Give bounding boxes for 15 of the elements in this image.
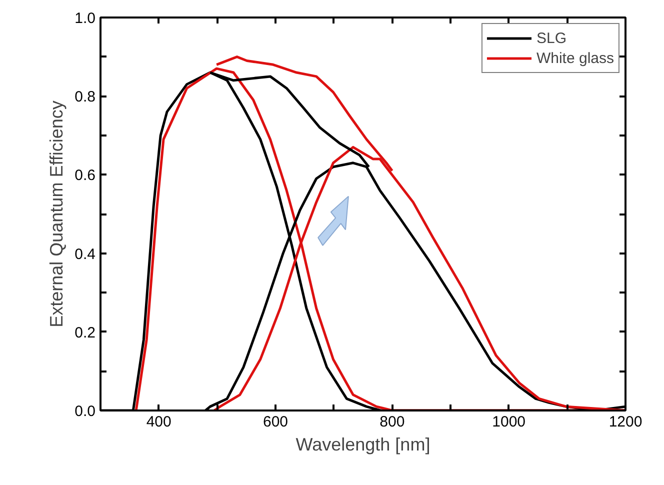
text: 1.0 [74, 10, 96, 27]
y-axis-title: External Quantum Efficiency [46, 100, 67, 328]
text: 0.0 [74, 403, 96, 420]
legend-label: White glass [536, 50, 614, 66]
legend-label: SLG [536, 30, 566, 46]
y-tick-label: 0.2 [74, 324, 96, 342]
y-tick-label: 0.4 [74, 246, 96, 263]
y-tick-label: 0.6 [74, 167, 96, 184]
x-tick-label: 800 [380, 414, 405, 430]
x-tick-label: 1200 [608, 414, 642, 430]
x-tick-label: 400 [146, 414, 172, 430]
x-tick-label: 1000 [492, 414, 526, 430]
x-tick-label: 600 [262, 414, 288, 430]
y-tick-label: 0.8 [74, 88, 96, 106]
x-axis-title: Wavelength [nm] [296, 434, 430, 454]
